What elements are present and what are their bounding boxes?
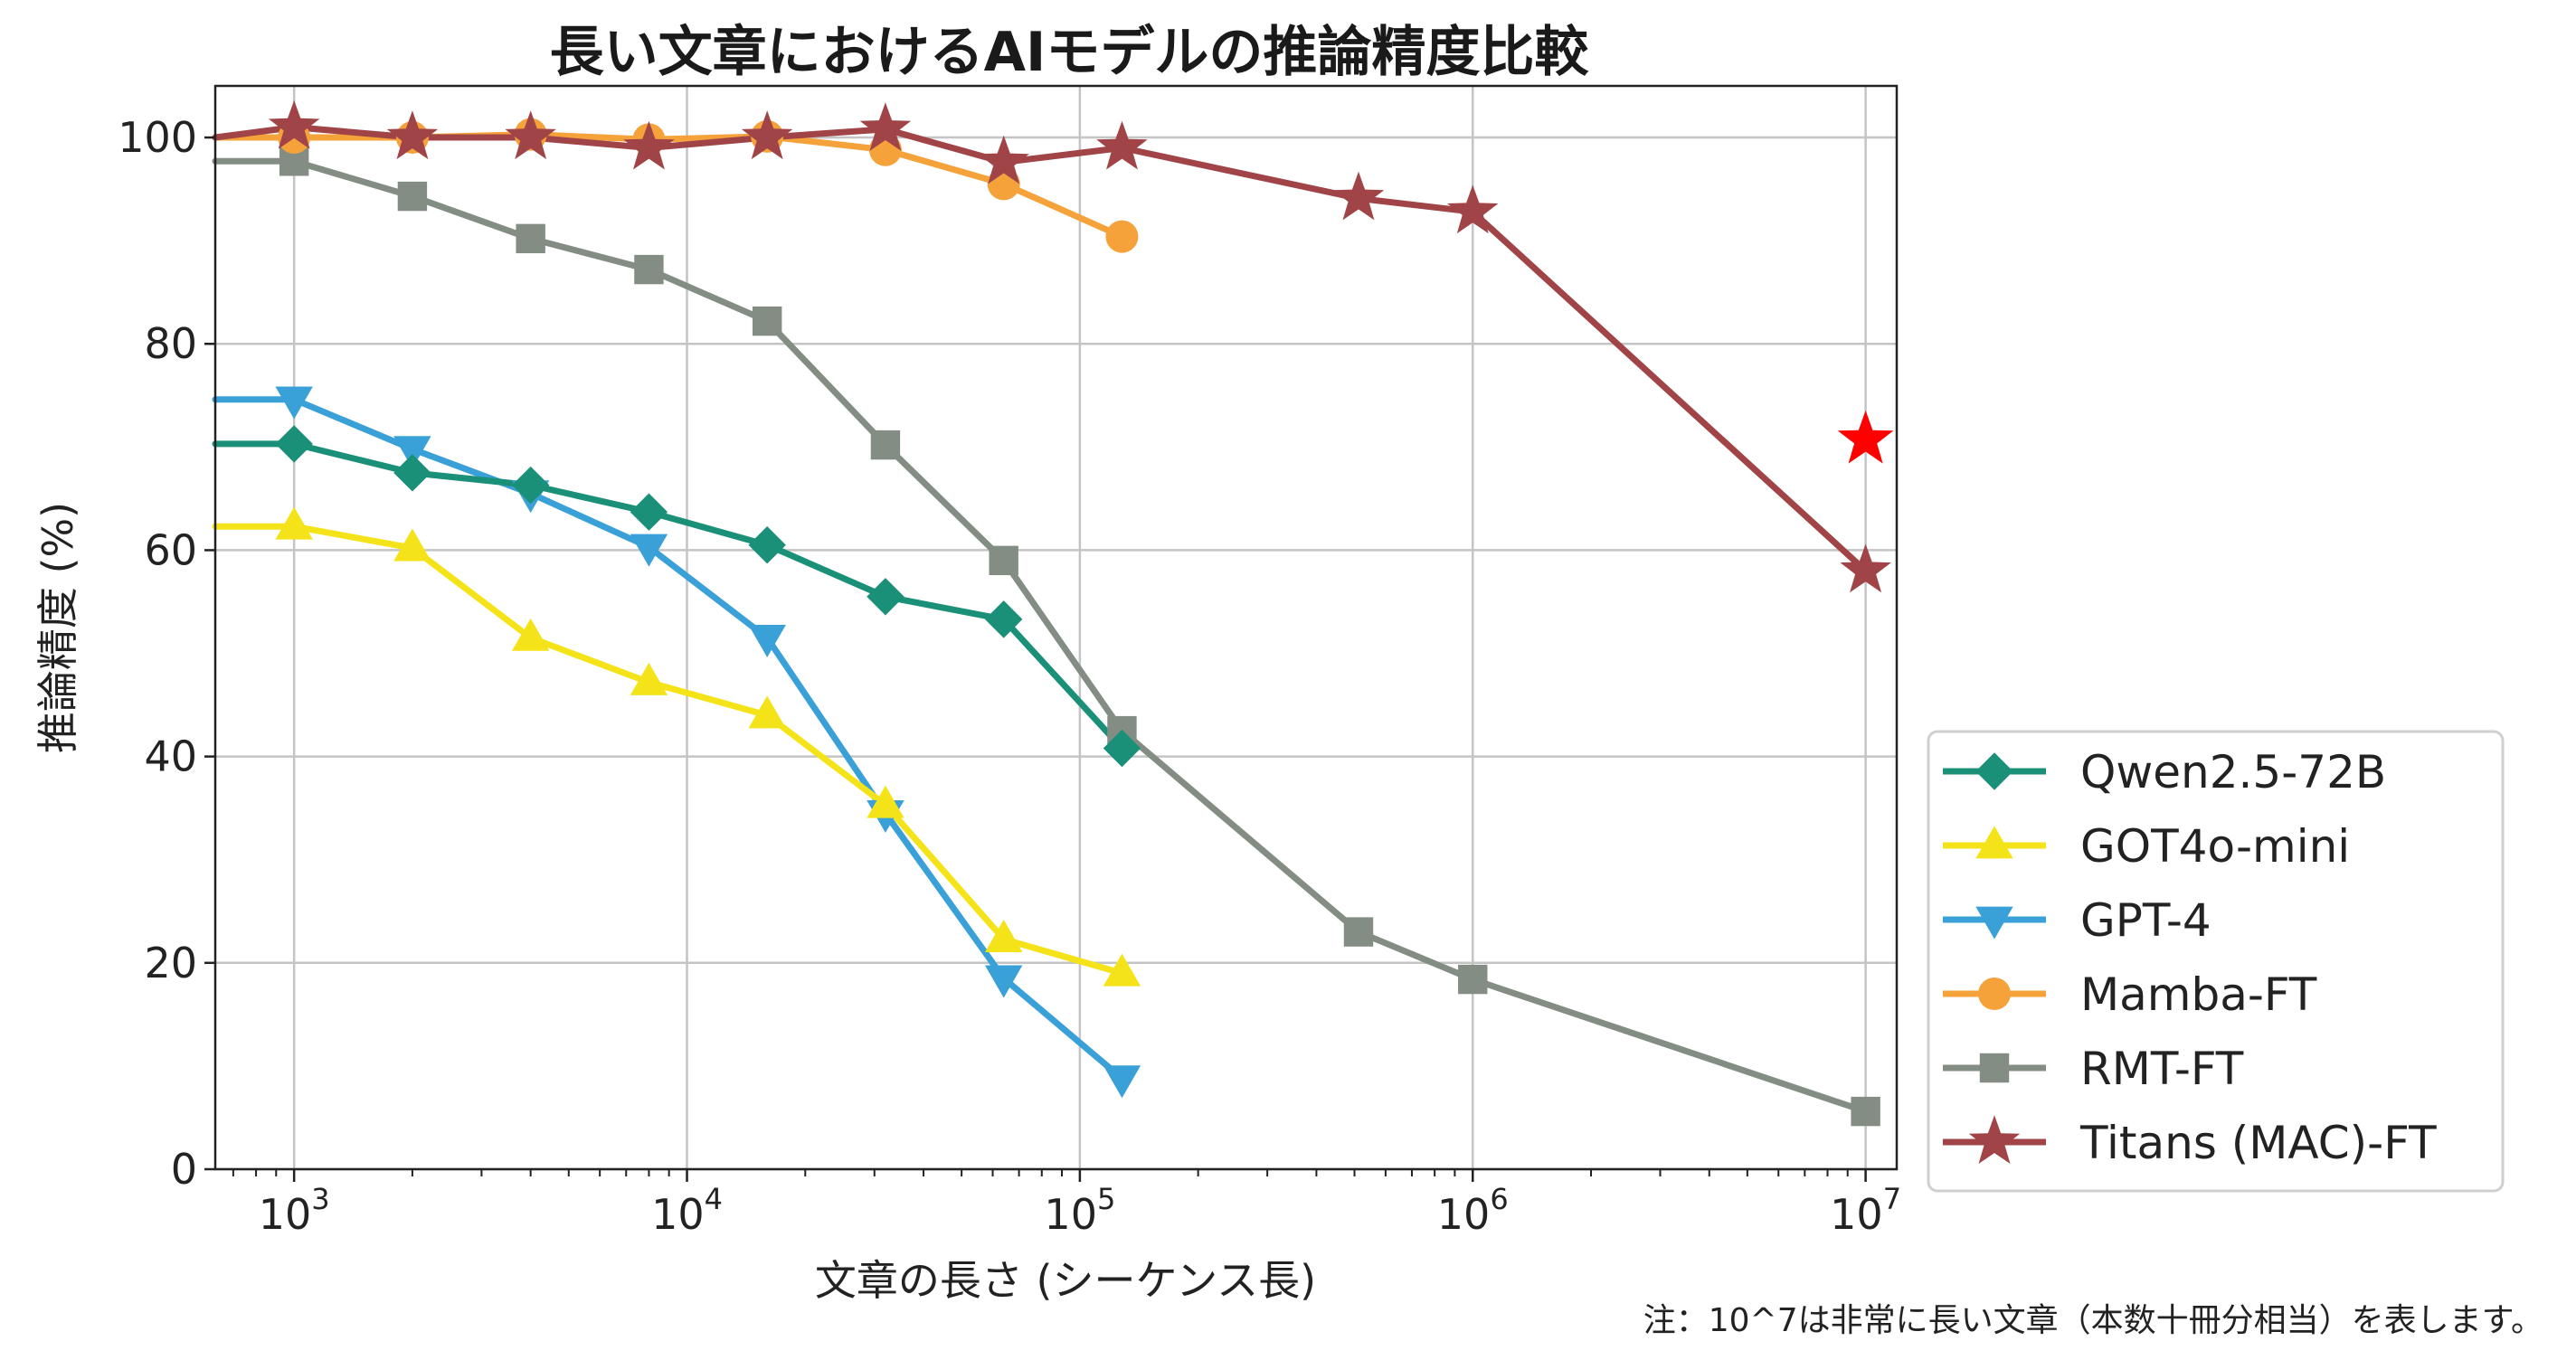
legend-label: GOT4o-mini	[2080, 820, 2350, 873]
data-point-4	[634, 254, 664, 285]
data-point-5	[1332, 171, 1385, 221]
data-point-4	[516, 223, 545, 254]
data-point-2	[748, 625, 786, 658]
legend-marker	[1975, 752, 2013, 790]
y-tick-label: 100	[118, 113, 197, 162]
data-point-4	[752, 306, 782, 336]
data-point-2	[393, 436, 431, 469]
data-point-0	[867, 578, 904, 616]
data-point-0	[393, 454, 431, 492]
y-axis-label: 推論精度 (%)	[33, 502, 82, 753]
data-point-5	[386, 110, 439, 160]
y-tick-label: 0	[171, 1145, 197, 1194]
data-point-0	[511, 466, 550, 505]
plot-area	[213, 84, 1899, 1171]
data-point-1	[275, 506, 313, 540]
data-point-1	[393, 528, 431, 562]
data-point-5	[1096, 120, 1148, 170]
data-point-5	[505, 110, 556, 160]
x-tick-label: 107	[1830, 1182, 1901, 1239]
data-point-4	[1343, 917, 1374, 947]
data-point-5	[859, 102, 912, 151]
data-point-2	[984, 965, 1023, 998]
legend-label: Titans (MAC)-FT	[2079, 1117, 2437, 1169]
data-point-5	[623, 120, 675, 170]
data-point-0	[984, 600, 1023, 638]
series-line-2	[212, 396, 1125, 1082]
legend-label: RMT-FT	[2080, 1043, 2244, 1095]
data-point-1	[867, 785, 904, 818]
legend-marker	[1975, 906, 2013, 940]
data-point-3	[1105, 220, 1139, 253]
legend-marker	[1968, 1115, 2021, 1164]
legend-box	[1927, 730, 2505, 1193]
data-point-4	[989, 545, 1018, 576]
x-axis-label: 文章の長さ (シーケンス長)	[815, 1256, 1316, 1305]
data-point-0	[748, 526, 786, 564]
legend-label: GPT-4	[2080, 894, 2211, 947]
x-tick-label: 105	[1044, 1182, 1115, 1239]
series-line-5	[212, 124, 1870, 574]
grid	[215, 86, 1897, 1171]
legend-marker	[1978, 978, 2011, 1010]
data-point-2	[1103, 1065, 1141, 1099]
data-point-5	[1840, 543, 1891, 593]
data-point-5	[741, 110, 793, 160]
y-tick-label: 60	[144, 525, 197, 574]
data-point-5	[1447, 184, 1499, 234]
data-point-1	[630, 662, 668, 695]
data-point-4	[1458, 964, 1488, 995]
y-axis-ticks: 0 20 40 60 80 100	[118, 113, 215, 1194]
data-point-4	[1851, 1096, 1880, 1127]
x-tick-label: 106	[1437, 1182, 1509, 1239]
y-tick-label: 80	[144, 319, 197, 368]
x-tick-label: 103	[259, 1182, 330, 1239]
data-point-0	[630, 493, 668, 531]
series-line-0	[212, 440, 1125, 751]
y-tick-label: 20	[144, 939, 197, 987]
chart-title: 長い文章におけるAIモデルの推論精度比較	[550, 21, 1590, 84]
x-tick-label: 104	[651, 1182, 723, 1239]
legend: Qwen2.5-72B GOT4o-mini GPT-4 Mamba-FT RMT-FT…	[1927, 730, 2505, 1193]
data-point-4	[397, 181, 428, 212]
x-axis-ticks: 103 104 105 106 107	[232, 1169, 1901, 1239]
red-star-annotation	[1837, 410, 1894, 464]
series-line-4	[212, 157, 1870, 1115]
data-point-0	[275, 425, 313, 463]
legend-marker	[1975, 826, 2013, 859]
series-line-1	[212, 523, 1125, 977]
data-point-1	[748, 695, 786, 729]
data-point-4	[870, 430, 901, 460]
legend-marker	[1979, 1053, 2010, 1083]
data-point-5	[268, 99, 320, 149]
footnote: 注：10^7は非常に長い文章（本数十冊分相当）を表します。	[1643, 1302, 2543, 1339]
legend-label: Qwen2.5-72B	[2080, 746, 2386, 798]
y-tick-label: 40	[144, 732, 197, 781]
data-point-1	[984, 919, 1023, 952]
data-point-0	[1103, 729, 1141, 768]
data-point-1	[1103, 953, 1141, 987]
data-point-2	[630, 534, 668, 567]
data-point-2	[275, 386, 313, 420]
data-markers	[268, 99, 1894, 1127]
data-point-1	[511, 618, 550, 651]
data-point-5	[978, 135, 1029, 184]
series-line-3	[212, 131, 1125, 241]
legend-label: Mamba-FT	[2080, 968, 2317, 1021]
